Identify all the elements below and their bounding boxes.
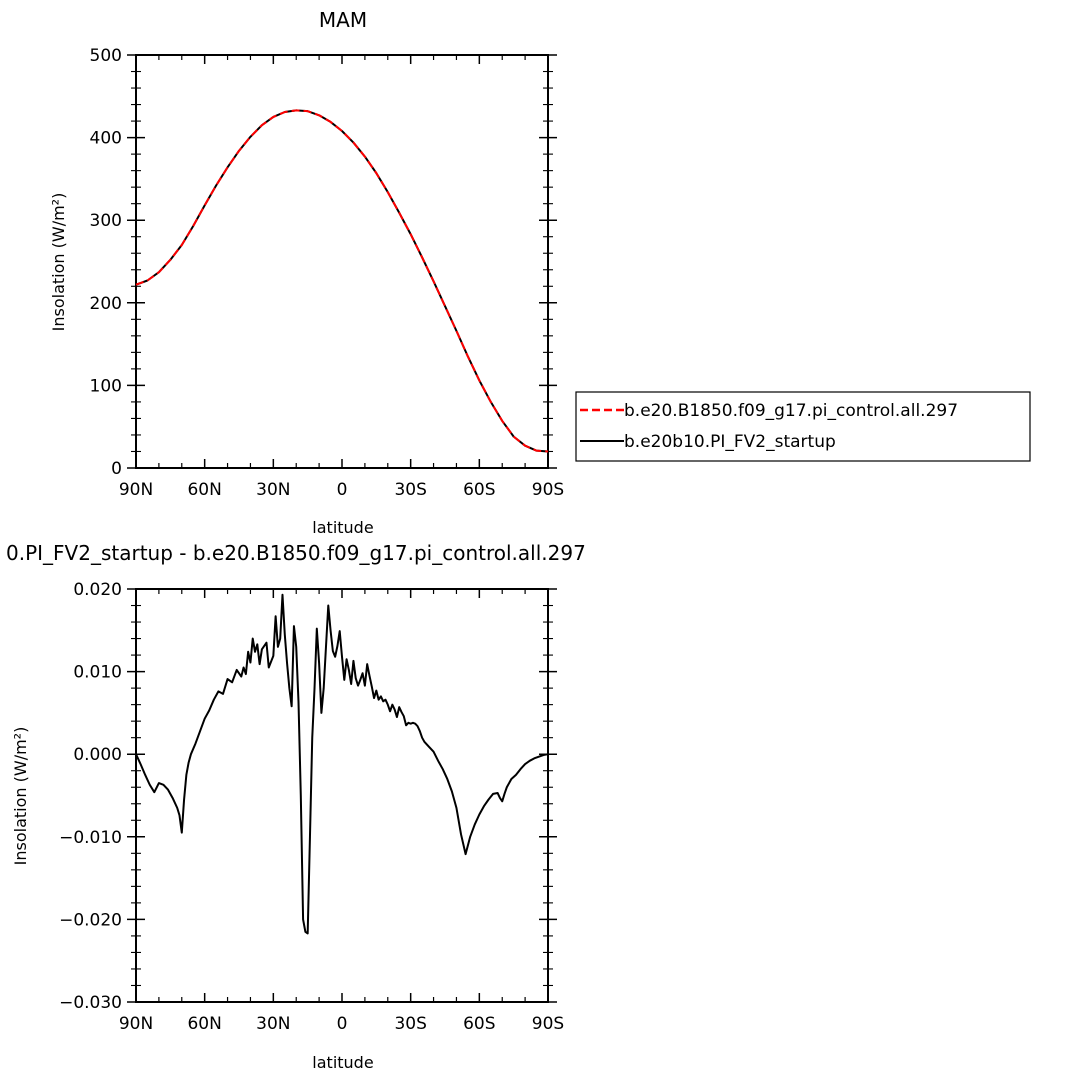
legend-box [575,391,1031,462]
top-y-tick-label: 0 [111,459,122,479]
top-y-tick-label: 300 [90,211,122,231]
legend-label-startup: b.e20b10.PI_FV2_startup [624,432,836,452]
bottom-y-tick-label: −0.030 [59,993,122,1013]
top-x-tick-label: 90S [532,480,564,500]
top-series-line-b-e20-b1850-f09-g17-pi-control-all-297 [135,109,549,453]
top-x-tick-label: 90N [119,480,153,500]
top-panel: MAM 90N 60N 30N 0 30S 60S 90S0100200300400500 … [49,8,564,537]
bottom-y-tick-label: 0.020 [73,580,122,600]
bottom-y-tick-label: −0.020 [59,910,122,930]
top-x-tick-label: 30S [394,480,426,500]
bottom-x-tick-label: 30N [256,1014,290,1034]
bottom-axis-ticks: 90N 60N 30N 0 30S 60S 90S −0.030 −0.020 −0.010 0.0… [59,580,564,1034]
top-x-tick-label: 30N [256,480,290,500]
bottom-y-tick-label: 0.000 [73,745,122,765]
bottom-x-tick-label: 0 [337,1014,348,1034]
top-x-tick-label: 60S [463,480,495,500]
bottom-series-group [135,593,549,935]
legend: b.e20.B1850.f09_g17.pi_control.all.297 b… [575,391,1031,462]
bottom-x-tick-label: 90N [119,1014,153,1034]
top-y-tick-label: 100 [90,376,122,396]
bottom-x-tick-label: 90S [532,1014,564,1034]
bottom-x-tick-label: 60N [187,1014,221,1034]
bottom-y-tick-label: 0.010 [73,663,122,683]
top-y-axis-title: Insolation (W/m²) [49,193,68,332]
top-series-group [135,109,549,453]
bottom-x-tick-label: 30S [394,1014,426,1034]
top-series-line-b-e20b10-pi-fv2-startup [135,109,549,453]
top-y-tick-label: 500 [90,46,122,66]
legend-label-control: b.e20.B1850.f09_g17.pi_control.all.297 [624,401,958,421]
top-plot-title: MAM [319,8,367,32]
top-y-tick-label: 200 [90,294,122,314]
bottom-y-axis-title: Insolation (W/m²) [11,727,30,866]
bottom-series-line-difference [135,593,549,935]
top-x-tick-label: 0 [337,480,348,500]
bottom-x-tick-label: 60S [463,1014,495,1034]
top-x-axis-title: latitude [312,518,373,537]
top-y-tick-label: 400 [90,129,122,149]
bottom-y-tick-label: −0.010 [59,828,122,848]
bottom-plot-title: 0.PI_FV2_startup - b.e20.B1850.f09_g17.p… [6,541,586,565]
bottom-panel: 0.PI_FV2_startup - b.e20.B1850.f09_g17.p… [6,541,586,1072]
bottom-x-axis-title: latitude [312,1053,373,1072]
top-axis-ticks: 90N 60N 30N 0 30S 60S 90S 0 100 200 300 400 500 [90,46,565,500]
top-x-tick-label: 60N [187,480,221,500]
top-plot-frame [135,54,549,469]
